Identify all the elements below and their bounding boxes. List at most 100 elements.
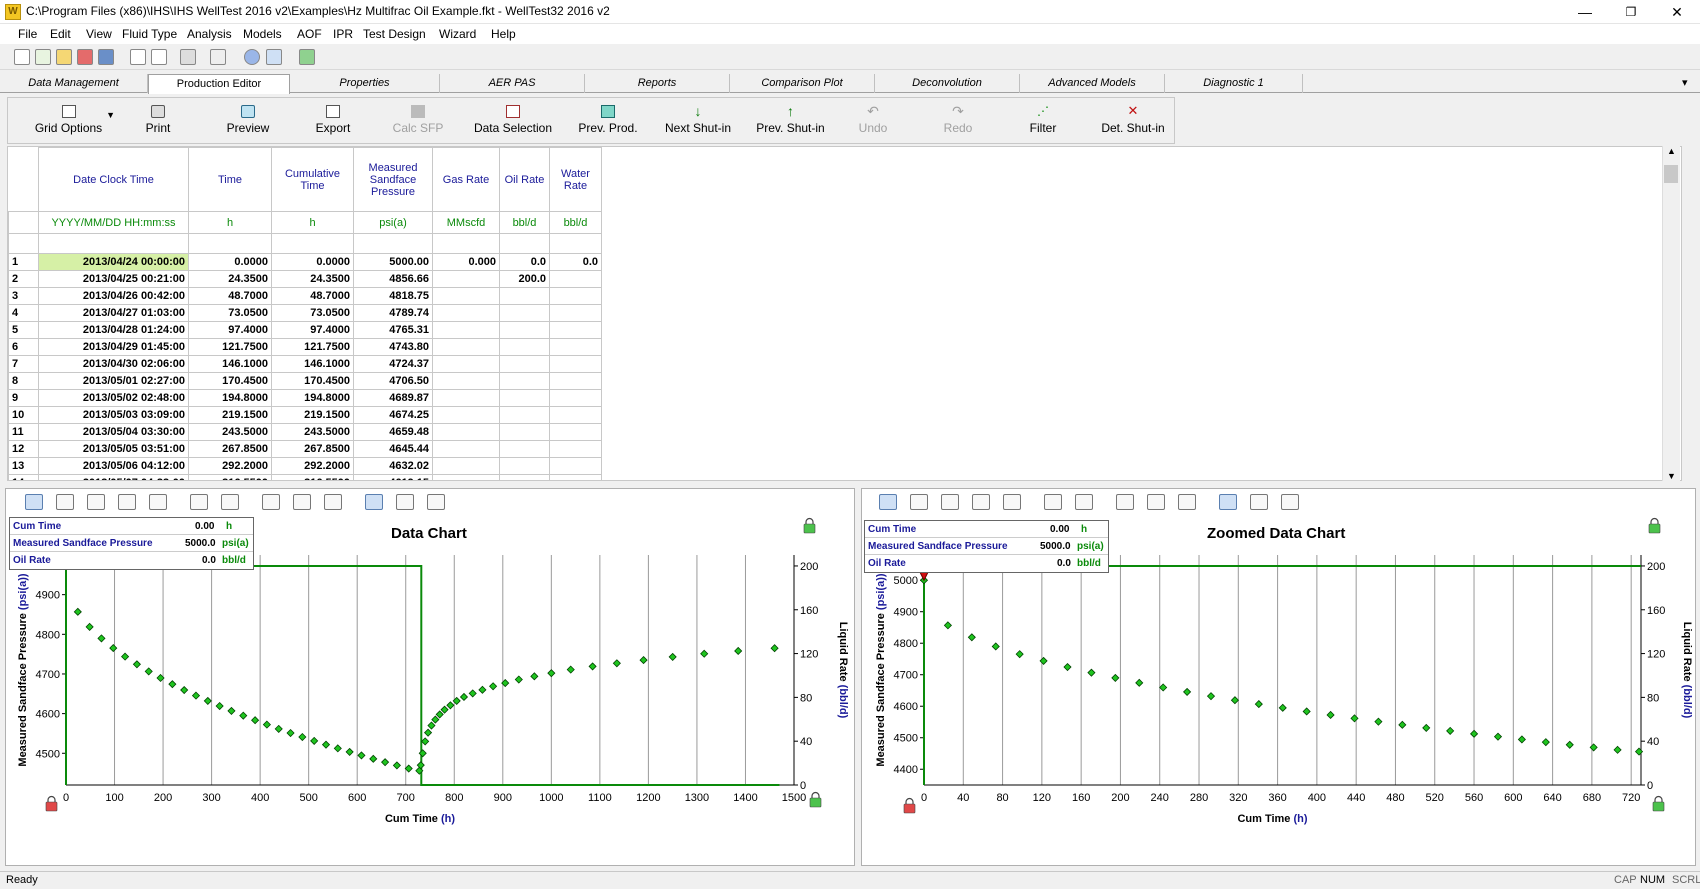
- redo-button[interactable]: ↷ Redo: [933, 98, 983, 143]
- table-cell[interactable]: [549, 321, 602, 339]
- table-cell[interactable]: 4856.66: [353, 270, 433, 288]
- menu-aof[interactable]: AOF: [297, 27, 322, 41]
- menu-edit[interactable]: Edit: [50, 27, 71, 41]
- table-cell[interactable]: [499, 440, 550, 458]
- filter-button[interactable]: ⋰ Filter: [1013, 98, 1073, 143]
- table-cell[interactable]: [549, 474, 602, 480]
- line-fit-icon[interactable]: [396, 494, 414, 510]
- blank-cell[interactable]: [271, 233, 354, 254]
- undo-button[interactable]: ↶ Undo: [848, 98, 898, 143]
- table-row[interactable]: 11 2013/05/04 03:30:00 243.5000 243.5000 465…: [8, 423, 602, 441]
- menu-fluid-type[interactable]: Fluid Type: [122, 27, 178, 41]
- table-cell[interactable]: 24.3500: [188, 270, 272, 288]
- readout-icon[interactable]: [1219, 494, 1237, 510]
- table-cell[interactable]: 48.7000: [271, 287, 354, 305]
- table-cell[interactable]: 194.8000: [271, 389, 354, 407]
- unit-cell[interactable]: psi(a): [353, 211, 433, 234]
- table-cell[interactable]: 0.0000: [188, 253, 272, 271]
- table-cell[interactable]: 2013/04/27 01:03:00: [38, 304, 189, 322]
- scroll-down-icon[interactable]: ▼: [1667, 471, 1676, 481]
- save-icon[interactable]: [98, 49, 114, 65]
- tab-production-editor[interactable]: Production Editor: [148, 74, 290, 94]
- zoom-out-icon[interactable]: [118, 494, 136, 510]
- table-cell[interactable]: 194.8000: [188, 389, 272, 407]
- table-cell[interactable]: 170.4500: [188, 372, 272, 390]
- table-row[interactable]: 6 2013/04/29 01:45:00 121.7500 121.7500 4743…: [8, 338, 602, 356]
- print-button[interactable]: Print: [128, 98, 188, 143]
- table-cell[interactable]: [549, 372, 602, 390]
- pointer-icon[interactable]: [25, 494, 43, 510]
- table-cell[interactable]: 2013/05/03 03:09:00: [38, 406, 189, 424]
- det-shutin-button[interactable]: ✕ Det. Shut-in: [1093, 98, 1173, 143]
- table-cell[interactable]: [432, 304, 500, 322]
- zoom-in-icon[interactable]: [910, 494, 928, 510]
- table-cell[interactable]: [499, 389, 550, 407]
- pan-hand-icon[interactable]: [1075, 494, 1093, 510]
- table-cell[interactable]: [549, 423, 602, 441]
- print-icon[interactable]: [180, 49, 196, 65]
- table-cell[interactable]: 48.7000: [188, 287, 272, 305]
- table-cell[interactable]: 97.4000: [271, 321, 354, 339]
- paste-icon[interactable]: [151, 49, 167, 65]
- table-row[interactable]: 5 2013/04/28 01:24:00 97.4000 97.4000 4765.3…: [8, 321, 602, 339]
- tab-advanced-models[interactable]: Advanced Models: [1020, 74, 1165, 93]
- table-cell[interactable]: 0.0: [499, 253, 550, 271]
- unit-cell[interactable]: bbl/d: [499, 211, 550, 234]
- table-cell[interactable]: 146.1000: [188, 355, 272, 373]
- preview-button[interactable]: Preview: [208, 98, 288, 143]
- production-data-grid[interactable]: Date Clock Time Time Cumulative Time Mea…: [7, 146, 1682, 481]
- zoom-box-icon[interactable]: [941, 494, 959, 510]
- help-icon[interactable]: [244, 49, 260, 65]
- table-row[interactable]: 2 2013/04/25 00:21:00 24.3500 24.3500 4856.6…: [8, 270, 602, 288]
- table-cell[interactable]: 2013/04/28 01:24:00: [38, 321, 189, 339]
- tab-data-management[interactable]: Data Management: [0, 74, 148, 93]
- wizard-icon[interactable]: [266, 49, 282, 65]
- blank-cell[interactable]: [549, 233, 602, 254]
- calc-sfp-button[interactable]: Calc SFP: [383, 98, 453, 143]
- table-cell[interactable]: 2013/04/25 00:21:00: [38, 270, 189, 288]
- next-shutin-button[interactable]: ↓ Next Shut-in: [653, 98, 743, 143]
- grid-vertical-scrollbar[interactable]: ▲ ▼: [1662, 146, 1680, 481]
- table-cell[interactable]: [499, 406, 550, 424]
- table-cell[interactable]: [499, 338, 550, 356]
- table-cell[interactable]: 4743.80: [353, 338, 433, 356]
- print-chart-icon[interactable]: [262, 494, 280, 510]
- table-cell[interactable]: [499, 287, 550, 305]
- table-row[interactable]: 8 2013/05/01 02:27:00 170.4500 170.4500 4706…: [8, 372, 602, 390]
- tab-comparison-plot[interactable]: Comparison Plot: [730, 74, 875, 93]
- table-cell[interactable]: 24.3500: [271, 270, 354, 288]
- table-cell[interactable]: 219.1500: [271, 406, 354, 424]
- table-cell[interactable]: 170.4500: [271, 372, 354, 390]
- data-selection-button[interactable]: Data Selection: [468, 98, 558, 143]
- table-cell[interactable]: [432, 440, 500, 458]
- table-cell[interactable]: 4632.02: [353, 457, 433, 475]
- menu-models[interactable]: Models: [243, 27, 282, 41]
- table-cell[interactable]: 292.2000: [188, 457, 272, 475]
- pan-hand-icon[interactable]: [221, 494, 239, 510]
- table-cell[interactable]: 0.0000: [271, 253, 354, 271]
- table-cell[interactable]: 267.8500: [271, 440, 354, 458]
- zoom-out-icon[interactable]: [972, 494, 990, 510]
- prev-shutin-button[interactable]: ↑ Prev. Shut-in: [743, 98, 838, 143]
- table-cell[interactable]: [549, 389, 602, 407]
- table-cell[interactable]: 316.5500: [188, 474, 272, 480]
- select-points-icon[interactable]: [190, 494, 208, 510]
- zoom-reset-icon[interactable]: [1003, 494, 1021, 510]
- col-measured-sandface-pressure[interactable]: Measured Sandface Pressure: [353, 147, 433, 212]
- zoomed-data-chart[interactable]: 0 40 80 120 160 200 240 280 320 360 400 440 480 520 56…: [862, 515, 1695, 865]
- table-cell[interactable]: 316.5500: [271, 474, 354, 480]
- restore-button[interactable]: ❐: [1625, 5, 1637, 19]
- table-cell[interactable]: 4645.44: [353, 440, 433, 458]
- table-cell[interactable]: 4724.37: [353, 355, 433, 373]
- unit-cell[interactable]: MMscfd: [432, 211, 500, 234]
- unit-cell[interactable]: h: [271, 211, 354, 234]
- table-cell[interactable]: 121.7500: [188, 338, 272, 356]
- blank-cell[interactable]: [353, 233, 433, 254]
- table-cell[interactable]: 2013/05/04 03:30:00: [38, 423, 189, 441]
- table-cell[interactable]: [432, 321, 500, 339]
- chart-icon[interactable]: [299, 49, 315, 65]
- table-cell[interactable]: [432, 406, 500, 424]
- tab-aer-pas[interactable]: AER PAS: [440, 74, 585, 93]
- grid-options-button[interactable]: Grid Options ▼: [16, 98, 121, 143]
- col-gas-rate[interactable]: Gas Rate: [432, 147, 500, 212]
